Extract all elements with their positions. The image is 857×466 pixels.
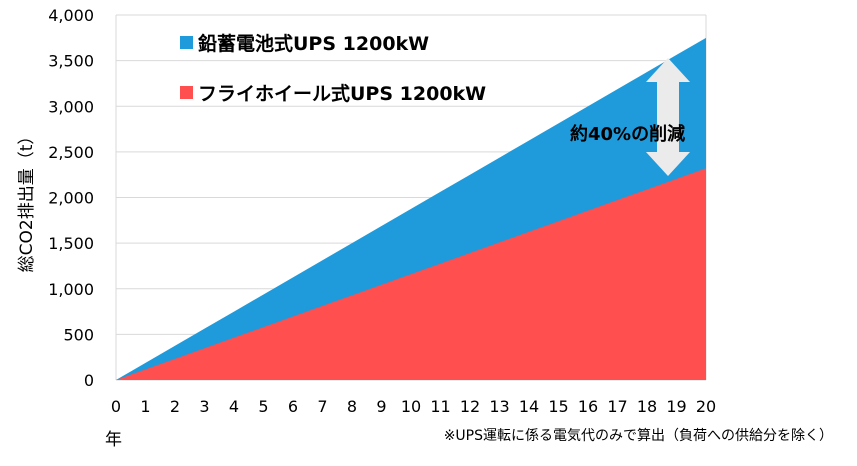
y-axis-title: 総CO2排出量（t）	[17, 128, 37, 273]
y-axis-ticks: 0 500 1,000 1,500 2,000 2,500 3,000 3,500 4,000	[48, 6, 94, 390]
footnote: ※UPS運転に係る電気代のみで算出（負荷への供給分を除く）	[444, 428, 833, 444]
legend-swatch-flywheel	[180, 86, 193, 99]
x-tick-label: 6	[288, 397, 298, 416]
legend-label-lead: 鉛蓄電池式UPS 1200kW	[198, 32, 429, 55]
legend-swatch-lead	[180, 36, 193, 49]
arrow-up-head	[646, 58, 690, 82]
y-tick-label: 500	[63, 325, 94, 344]
plot-areas	[116, 37, 706, 380]
x-tick-label: 2	[170, 397, 180, 416]
x-tick-label: 15	[548, 397, 568, 416]
y-tick-label: 3,000	[48, 97, 94, 116]
x-tick-label: 16	[578, 397, 598, 416]
y-tick-label: 0	[84, 371, 94, 390]
x-tick-label: 20	[696, 397, 716, 416]
x-tick-label: 4	[229, 397, 239, 416]
reduction-arrow	[646, 58, 690, 176]
x-tick-label: 14	[519, 397, 539, 416]
area-series-flywheel	[116, 168, 706, 380]
x-tick-label: 8	[347, 397, 357, 416]
x-axis-ticks: 0 1 2 3 4 5 6 7 8 9 10 11 12 13 14 15 16 17 18 19 20	[111, 397, 716, 416]
y-tick-label: 1,000	[48, 280, 94, 299]
legend: 鉛蓄電池式UPS 1200kW フライホイール式UPS 1200kW	[180, 32, 486, 105]
x-tick-label: 18	[637, 397, 657, 416]
y-tick-label: 2,000	[48, 189, 94, 208]
arrow-shaft	[657, 82, 679, 152]
x-tick-label: 1	[140, 397, 150, 416]
x-tick-label: 11	[430, 397, 450, 416]
y-tick-label: 2,500	[48, 143, 94, 162]
x-tick-label: 13	[489, 397, 509, 416]
x-tick-label: 19	[666, 397, 686, 416]
x-tick-label: 17	[607, 397, 627, 416]
x-tick-label: 5	[258, 397, 268, 416]
y-tick-label: 4,000	[48, 6, 94, 25]
x-tick-label: 7	[317, 397, 327, 416]
x-tick-label: 0	[111, 397, 121, 416]
reduction-annotation: 約40%の削減	[570, 123, 685, 145]
arrow-down-head	[646, 152, 690, 176]
x-tick-label: 3	[199, 397, 209, 416]
y-tick-label: 3,500	[48, 52, 94, 71]
legend-label-flywheel: フライホイール式UPS 1200kW	[198, 82, 486, 105]
x-tick-label: 12	[460, 397, 480, 416]
x-axis-title: 年	[105, 430, 122, 450]
y-tick-label: 1,500	[48, 234, 94, 253]
x-tick-label: 9	[376, 397, 386, 416]
x-tick-label: 10	[401, 397, 421, 416]
